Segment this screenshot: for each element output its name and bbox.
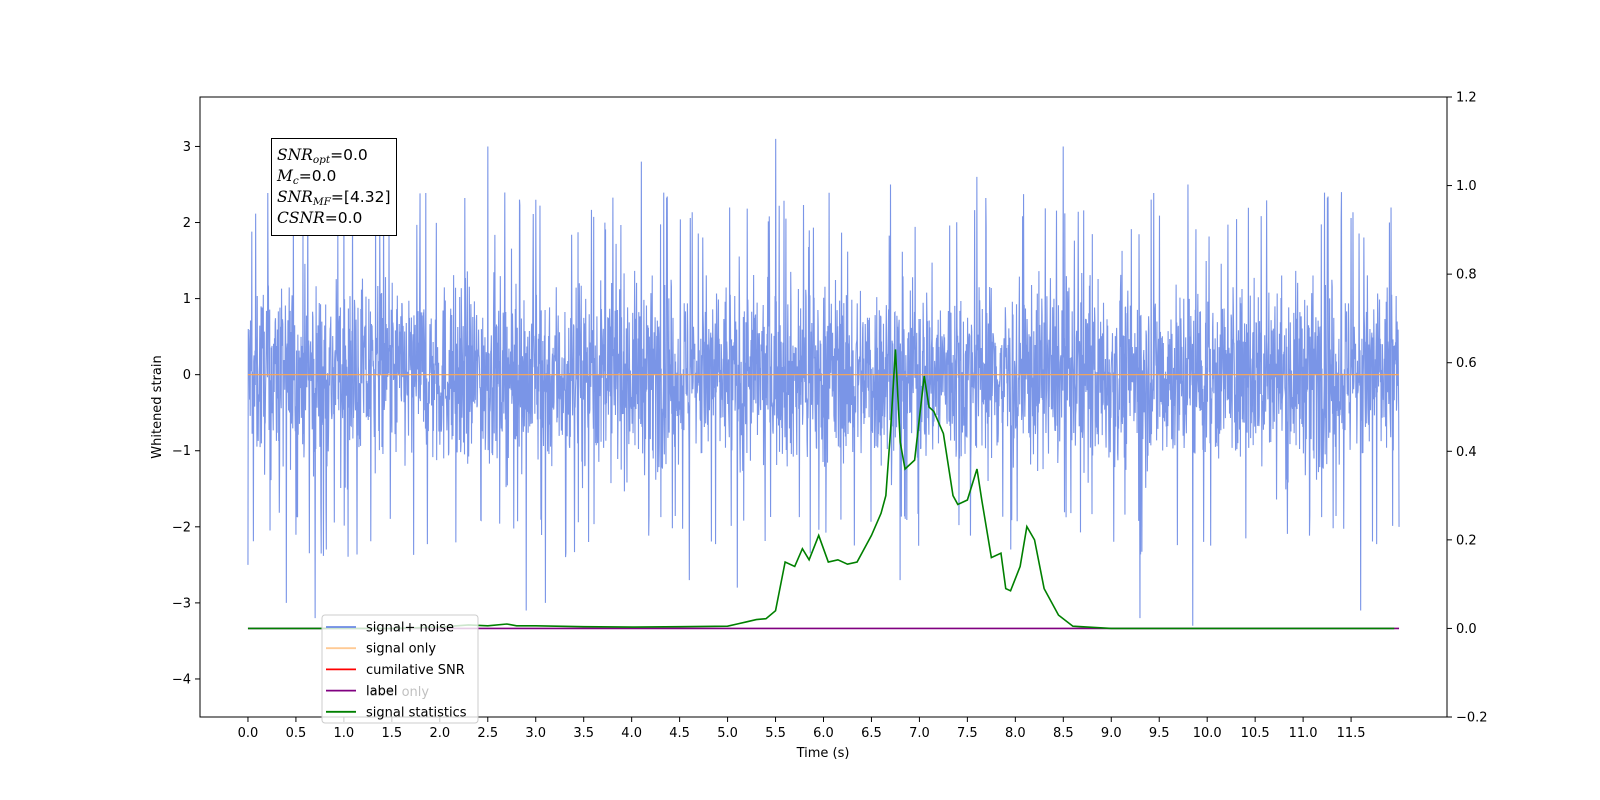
x-tick-label: 3.5 [573,726,594,741]
stats-annotation-box: SNRopt=0.0 Mc=0.0 SNRMF=[4.32] CSNR=0.0 [271,138,397,236]
left-y-tick-label: 3 [183,140,191,155]
x-tick-label: 0.0 [238,726,259,741]
legend-entry-label: signal+ noise [366,621,454,636]
right-y-tick-label: −0.2 [1456,711,1488,726]
stats-value: =0.0 [298,167,337,185]
x-tick-label: 0.5 [286,726,307,741]
x-tick-label: 8.0 [1005,726,1026,741]
legend-entry-label: signal statistics [366,705,467,720]
x-axis-label: Time (s) [796,746,850,761]
signal-noise-series-group [247,138,1400,626]
left-y-tick-label: 2 [183,216,191,231]
x-tick-label: 7.0 [909,726,930,741]
stats-value: =0.0 [330,146,368,164]
left-y-tick-label: −3 [172,596,191,611]
legend-box [321,614,479,724]
x-tick-label: 3.0 [525,726,546,741]
right-y-axis: 1.2 1.0 0.8 0.6 0.4 0.2 0.0 −0.2 [1447,91,1488,726]
x-tick-label: 6.0 [813,726,834,741]
left-y-axis: 3 2 1 0 −1 −2 −3 −4 [172,140,200,687]
x-tick-label: 4.5 [669,726,690,741]
stats-subscript: c [292,175,299,187]
x-tick-label: 10.5 [1241,726,1270,741]
left-y-tick-label: 1 [183,292,191,307]
x-tick-label: 11.5 [1337,726,1366,741]
x-tick-label: 5.0 [717,726,738,741]
x-tick-label: 2.5 [477,726,498,741]
legend-entry-label: signal only [366,642,436,657]
signal-statistics-line [247,349,1395,630]
x-tick-label: 11.0 [1289,726,1318,741]
x-tick-label: 10.0 [1193,726,1222,741]
x-tick-label: 5.5 [765,726,786,741]
x-tick-label: 4.0 [621,726,642,741]
stats-subscript: MF [312,196,331,208]
signal-noise-line [247,138,1400,626]
right-y-tick-label: 0.8 [1456,268,1477,283]
stats-line: CSNR=0.0 [277,208,396,229]
x-tick-label: 9.0 [1101,726,1122,741]
right-y-tick-label: 0.0 [1456,622,1477,637]
legend: label only signal+ noise signal only cumila… [321,614,479,724]
x-tick-label: 9.5 [1149,726,1170,741]
stats-value: =[4.32] [330,188,391,206]
stats-line: Mc=0.0 [277,166,396,187]
right-y-tick-label: 1.0 [1456,179,1477,194]
x-tick-label: 1.0 [334,726,355,741]
stats-line: SNRopt=0.0 [277,145,396,166]
left-y-tick-label: −1 [172,444,191,459]
x-tick-label: 1.5 [382,726,403,741]
right-y-tick-label: 0.6 [1456,356,1477,371]
stats-variable: M [277,167,293,185]
stats-line: SNRMF=[4.32] [277,187,396,208]
x-axis: 0.0 0.5 1.0 1.5 2.0 2.5 3.0 3.5 4.0 4.5 5.0 5.5 6.0 6… [238,717,1366,741]
y-axis-label: Whitened strain [150,355,165,458]
right-y-tick-label: 0.2 [1456,533,1477,548]
x-tick-label: 7.5 [957,726,978,741]
stats-variable: CSNR [277,209,325,227]
x-tick-label: 2.0 [429,726,450,741]
left-y-tick-label: −2 [172,520,191,535]
stats-subscript: opt [312,154,331,166]
x-tick-label: 6.5 [861,726,882,741]
stats-variable: SNR [277,188,313,206]
legend-entry-label: cumilative SNR [366,663,465,678]
left-y-tick-label: −4 [172,672,191,687]
left-y-tick-label: 0 [183,368,191,383]
legend-overlapped-text: label only [366,685,429,700]
stats-variable: SNR [277,146,313,164]
legend-entry-label: label [366,684,397,699]
right-y-tick-label: 0.4 [1456,445,1477,460]
x-tick-label: 8.5 [1053,726,1074,741]
right-y-tick-label: 1.2 [1456,91,1477,106]
stats-value: =0.0 [324,209,363,227]
